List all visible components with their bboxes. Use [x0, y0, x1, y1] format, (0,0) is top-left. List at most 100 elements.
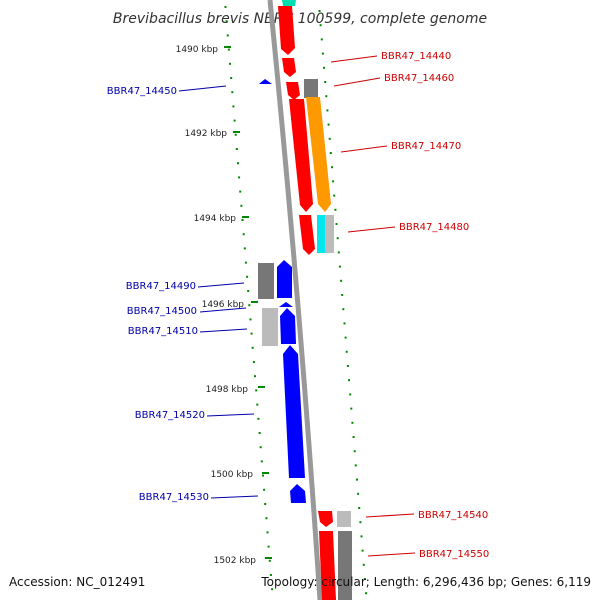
- gene-label[interactable]: BBR47_14450: [107, 86, 177, 97]
- gene-label[interactable]: BBR47_14470: [391, 141, 461, 152]
- gene-arrow-red-small[interactable]: [286, 82, 300, 100]
- gene-label[interactable]: BBR47_14550: [419, 549, 489, 560]
- track-dot: [363, 578, 366, 580]
- ruler-tick: [233, 131, 240, 133]
- track-dot: [356, 478, 358, 481]
- leader-line: [340, 145, 388, 153]
- leader-line: [365, 513, 415, 518]
- gene-arrow-BBR47_14530[interactable]: [290, 484, 306, 503]
- genome-backbone: [267, 0, 323, 600]
- ruler-label: 1496 kbp: [202, 300, 245, 310]
- left-dotted-track: [224, 6, 274, 591]
- gene-arrow-lightgray[interactable]: [337, 511, 351, 527]
- gene-arrow-BBR47_14490[interactable]: [258, 263, 274, 299]
- leader-line: [199, 328, 248, 333]
- gene-arrow-teal[interactable]: [282, 0, 296, 6]
- track-dot: [248, 304, 251, 307]
- gene-arrow-blue[interactable]: [277, 260, 292, 298]
- track-dot: [242, 233, 245, 236]
- track-dot: [267, 545, 270, 548]
- gene-arrow-BBR47_14500[interactable]: [279, 302, 293, 307]
- gene-arrow-BBR47_14450[interactable]: [259, 79, 272, 84]
- track-dot: [335, 223, 338, 225]
- track-dot: [225, 20, 228, 23]
- track-dot: [345, 350, 348, 353]
- gene-arrow-BBR47_14460[interactable]: [304, 79, 318, 98]
- gene-arrow-BBR47_14440[interactable]: [278, 6, 295, 55]
- gene-label[interactable]: BBR47_14490: [126, 281, 196, 292]
- genome-summary-text: Topology: circular; Length: 6,296,436 bp…: [260, 575, 591, 589]
- track-dot: [258, 432, 261, 434]
- gene-label[interactable]: BBR47_14520: [135, 410, 205, 421]
- track-dot: [230, 77, 233, 79]
- track-dot: [321, 52, 324, 55]
- ruler-tick: [224, 46, 231, 48]
- track-dot: [336, 237, 339, 240]
- track-dot: [357, 492, 360, 495]
- track-dot: [246, 275, 249, 278]
- gene-arrow-BBR47_14550[interactable]: [319, 531, 336, 600]
- track-dot: [326, 109, 329, 112]
- track-dot: [354, 464, 357, 467]
- track-dot: [334, 208, 337, 211]
- track-dot: [259, 446, 262, 449]
- gene-arrow-red-long[interactable]: [289, 99, 313, 212]
- track-dot: [227, 48, 230, 51]
- ruler-label: 1494 kbp: [194, 214, 237, 224]
- gene-arrow-BBR47_14520[interactable]: [283, 345, 305, 478]
- gene-label[interactable]: BBR47_14510: [128, 326, 198, 337]
- map-title: Brevibacillus brevis NBRC 100599, comple…: [113, 11, 487, 27]
- track-dot: [234, 133, 237, 136]
- gene-arrow-gray[interactable]: [338, 531, 352, 600]
- track-dot: [233, 119, 236, 122]
- ruler-tick: [258, 386, 265, 388]
- track-dot: [341, 294, 344, 296]
- ruler-label: 1502 kbp: [214, 556, 257, 566]
- gene-label[interactable]: BBR47_14530: [139, 492, 209, 503]
- gene-label[interactable]: BBR47_14440: [381, 51, 451, 62]
- gene-arrow-blue[interactable]: [280, 308, 296, 344]
- leader-line: [330, 55, 378, 63]
- track-dot: [237, 162, 239, 165]
- gene-arrow-BBR47_14510[interactable]: [262, 308, 278, 346]
- gene-label[interactable]: BBR47_14480: [399, 222, 469, 233]
- track-dot: [358, 507, 361, 509]
- track-dot: [250, 332, 253, 335]
- track-dot: [244, 261, 247, 264]
- track-dot: [351, 421, 354, 424]
- leader-line: [367, 552, 416, 557]
- gene-label[interactable]: BBR47_14540: [418, 510, 488, 521]
- track-dot: [235, 148, 238, 150]
- track-dot: [239, 190, 242, 193]
- track-dot: [271, 588, 274, 591]
- track-dot: [229, 62, 231, 65]
- track-dot: [240, 204, 243, 207]
- gene-features: [258, 0, 352, 600]
- track-dot: [349, 393, 352, 396]
- track-dot: [348, 379, 350, 382]
- track-dot: [323, 66, 325, 69]
- track-dot: [255, 389, 258, 392]
- track-dot: [329, 152, 332, 154]
- gene-arrow-BBR47_14470[interactable]: [306, 97, 331, 212]
- gene-arrow-lightgray[interactable]: [325, 215, 334, 253]
- ruler-tick: [242, 216, 249, 218]
- track-dot: [328, 137, 331, 140]
- track-dot: [337, 251, 340, 254]
- gene-arrow-cyan[interactable]: [317, 215, 325, 253]
- track-dot: [243, 247, 246, 250]
- leader-line: [210, 495, 259, 499]
- track-dot: [269, 574, 272, 576]
- ruler: 1490 kbp 1492 kbp 1494 kbp 1496 kbp 1498…: [176, 45, 272, 566]
- gene-arrow-BBR47_14480[interactable]: [299, 215, 315, 255]
- track-dot: [226, 34, 229, 37]
- track-dot: [262, 474, 264, 477]
- track-dot: [232, 105, 235, 108]
- leader-line: [178, 85, 227, 92]
- ruler-tick: [265, 557, 272, 559]
- gene-arrow-BBR47_14540[interactable]: [318, 511, 333, 527]
- gene-arrow-red-small[interactable]: [282, 58, 296, 77]
- gene-label[interactable]: BBR47_14460: [384, 73, 454, 84]
- gene-label[interactable]: BBR47_14500: [127, 306, 197, 317]
